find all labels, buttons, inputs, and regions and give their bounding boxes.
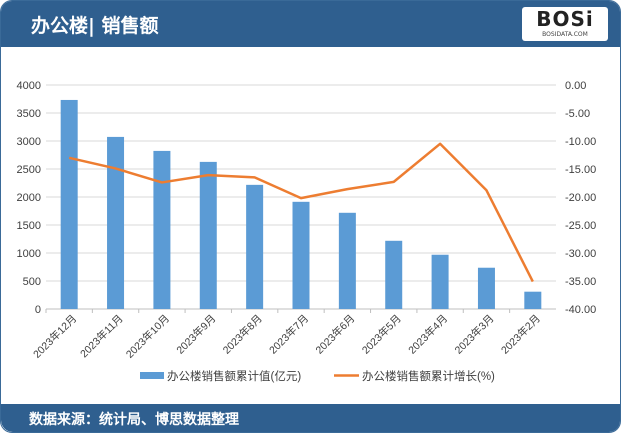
left-axis-tick-label: 3000 <box>17 136 41 148</box>
right-axis-tick-label: -25.00 <box>565 220 596 232</box>
right-axis-tick-label: -10.00 <box>565 136 596 148</box>
bar <box>524 291 542 309</box>
footer-bar: 数据来源：统计局、博思数据整理 <box>1 404 620 432</box>
x-axis-tick-label: 2023年3月 <box>452 312 497 357</box>
x-axis-tick-label: 2023年2月 <box>498 312 543 357</box>
x-axis-tick-label: 2023年10月 <box>123 312 172 361</box>
x-axis-tick-label: 2023年9月 <box>174 312 219 357</box>
bar <box>385 240 403 309</box>
left-axis-tick-label: 4000 <box>17 80 41 92</box>
x-axis-tick-label: 2023年11月 <box>77 312 125 360</box>
left-axis-tick-label: 2000 <box>17 192 41 204</box>
bar <box>199 161 217 309</box>
right-axis-tick-label: -5.00 <box>565 108 590 120</box>
left-axis-tick-label: 1000 <box>17 248 41 260</box>
bar <box>153 150 171 309</box>
x-axis-tick-label: 2023年7月 <box>266 312 311 357</box>
logo: BOSi BOSIDATA.COM <box>522 7 608 41</box>
right-axis-tick-label: -40.00 <box>565 304 596 316</box>
source-note: 数据来源：统计局、博思数据整理 <box>29 412 239 428</box>
bar <box>338 212 356 309</box>
x-axis-tick-label: 2023年5月 <box>359 312 404 357</box>
bar <box>246 184 264 309</box>
left-axis-tick-label: 500 <box>23 276 41 288</box>
x-axis-tick-label: 2023年6月 <box>313 312 358 357</box>
x-axis-tick-label: 2023年4月 <box>406 312 451 357</box>
legend-label-line: 办公楼销售额累计增长(%) <box>362 369 495 383</box>
bar <box>292 201 310 309</box>
x-axis-tick-label: 2023年8月 <box>220 312 265 357</box>
legend-swatch-bar <box>140 372 164 379</box>
right-axis-tick-label: 0.00 <box>565 80 586 92</box>
logo-text: BOSi <box>536 7 594 31</box>
legend-label-bar: 办公楼销售额累计值(亿元) <box>167 369 301 383</box>
left-axis-tick-label: 3500 <box>17 108 41 120</box>
right-axis-tick-label: -15.00 <box>565 164 596 176</box>
bar <box>60 99 78 310</box>
bar <box>107 136 125 309</box>
left-axis-tick-label: 0 <box>35 304 41 316</box>
logo-subtext: BOSIDATA.COM <box>542 31 588 38</box>
x-axis-tick-label: 2023年12月 <box>30 312 79 361</box>
bar <box>477 267 495 309</box>
right-axis-tick-label: -20.00 <box>565 192 596 204</box>
right-axis-tick-label: -30.00 <box>565 248 596 260</box>
left-axis-tick-label: 1500 <box>17 220 41 232</box>
right-axis-tick-label: -35.00 <box>565 276 596 288</box>
chart-title: 办公楼| 销售额 <box>31 15 159 37</box>
left-axis-tick-label: 2500 <box>17 164 41 176</box>
bar <box>431 254 449 309</box>
header-bar: 办公楼| 销售额 BOSi BOSIDATA.COM <box>1 1 620 47</box>
